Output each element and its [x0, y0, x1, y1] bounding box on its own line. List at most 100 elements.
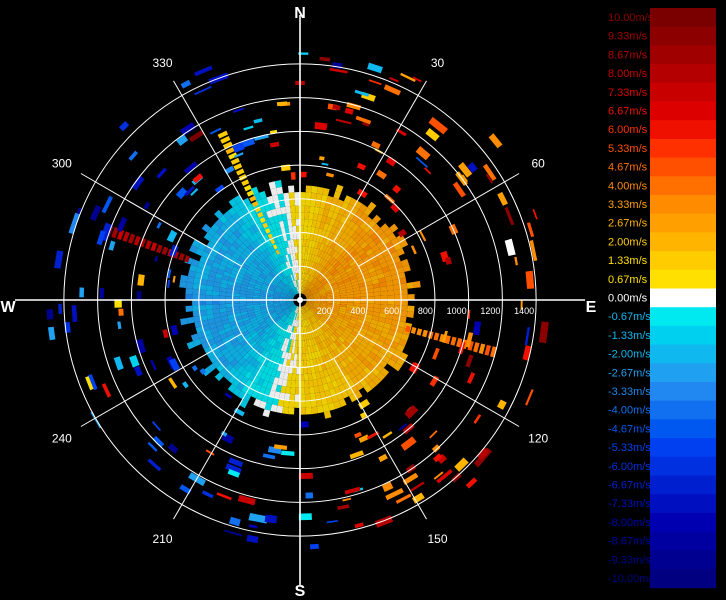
echo-cell: [269, 230, 276, 239]
echo-cell: [343, 329, 351, 336]
echo-cell: [185, 282, 194, 289]
echo-cell: [283, 399, 290, 408]
echo-cell: [289, 267, 294, 275]
echo-cell: [291, 246, 296, 254]
echo-cell: [315, 193, 323, 202]
echo-cell: [387, 358, 397, 368]
echo-cell: [226, 355, 235, 364]
echo-cell: [233, 229, 242, 238]
echo-cell: [206, 313, 215, 320]
echo-cell: [314, 313, 321, 320]
echo-cell: [246, 288, 254, 293]
echo-cell: [266, 396, 274, 405]
echo-cell: [232, 289, 241, 294]
echo-cell: [205, 304, 213, 310]
echo-cell: [270, 187, 278, 196]
echo-cell: [250, 275, 258, 281]
echo-cell: [304, 380, 310, 388]
echo-cell: [290, 289, 296, 295]
echo-cell: [281, 306, 289, 311]
colorbar-label: 1.33m/s: [608, 255, 648, 267]
echo-streak-cell: [241, 179, 250, 187]
echo-cell: [281, 279, 288, 285]
echo-cell: [198, 300, 206, 306]
echo-cell: [259, 252, 267, 260]
echo-cell: [321, 268, 328, 275]
colorbar-label: -0.67m/s: [608, 311, 651, 323]
echo-cell: [291, 332, 295, 340]
echo-cell: [245, 257, 253, 265]
echo-cell: [330, 312, 338, 317]
echo-cell: [392, 362, 402, 372]
echo-cell: [315, 329, 321, 337]
echo-speckle: [101, 195, 113, 214]
echo-cell: [348, 272, 356, 279]
echo-cell: [304, 393, 311, 402]
echo-cell: [316, 242, 322, 250]
range-label: 200: [317, 306, 332, 316]
echo-cell: [296, 286, 299, 294]
echo-cell: [340, 333, 348, 341]
echo-speckle: [321, 162, 329, 166]
echo-cell: [266, 239, 273, 248]
echo-cell: [201, 273, 209, 281]
echo-cell: [304, 205, 310, 213]
echo-cell: [284, 393, 291, 401]
echo-cell: [280, 248, 286, 256]
echo-speckle: [179, 122, 196, 136]
echo-cell: [381, 249, 391, 258]
echo-cell: [247, 312, 256, 317]
echo-cell: [256, 316, 264, 322]
echo-cell: [212, 300, 220, 305]
echo-cell: [197, 261, 206, 269]
echo-speckle: [46, 309, 54, 320]
echo-cell: [206, 350, 216, 359]
echo-speckle: [335, 118, 352, 125]
echo-streak-cell: [128, 233, 136, 244]
echo-cell: [368, 351, 377, 360]
echo-cell: [304, 319, 307, 327]
echo-cell: [338, 285, 346, 290]
echo-cell: [306, 296, 314, 299]
echo-cell: [358, 203, 368, 213]
echo-cell: [277, 378, 284, 386]
echo-cell: [347, 335, 355, 343]
echo-speckle: [410, 481, 425, 492]
echo-cell: [399, 283, 408, 290]
echo-cell: [383, 227, 393, 237]
echo-cell: [292, 232, 297, 240]
echo-cell: [312, 290, 319, 295]
echo-speckle: [442, 330, 448, 343]
echo-cell: [250, 242, 258, 250]
echo-cell: [360, 350, 369, 359]
echo-cell: [327, 336, 334, 344]
echo-cell: [236, 226, 245, 235]
echo-cell: [286, 301, 294, 305]
echo-cell: [306, 311, 312, 318]
echo-cell: [316, 214, 323, 222]
echo-cell: [302, 319, 305, 327]
echo-cell: [269, 312, 277, 317]
colorbar-swatch: [650, 400, 716, 420]
echo-cell: [221, 336, 230, 344]
echo-cell: [223, 240, 232, 249]
colorbar-swatch: [650, 382, 716, 402]
echo-cell: [296, 279, 299, 287]
echo-cell: [305, 273, 309, 281]
echo-streak-cell: [225, 146, 236, 155]
echo-cell: [199, 284, 207, 291]
echo-cell: [254, 268, 262, 275]
echo-cell: [256, 237, 264, 246]
echo-cell: [249, 357, 257, 366]
echo-cell: [290, 387, 296, 395]
echo-speckle: [299, 171, 307, 178]
echo-speckle: [248, 524, 258, 529]
echo-cell: [329, 315, 337, 321]
echo-cell: [291, 312, 296, 319]
echo-cell: [275, 243, 281, 251]
echo-cell: [220, 347, 230, 356]
colorbar-swatch: [650, 101, 716, 121]
echo-cell: [277, 273, 284, 280]
echo-cell: [285, 276, 290, 284]
echo-cell: [232, 296, 240, 300]
